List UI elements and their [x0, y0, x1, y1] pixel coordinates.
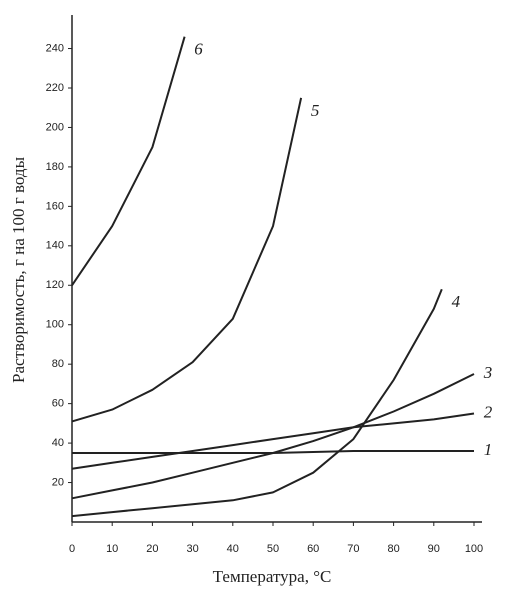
x-tick-label: 30 [186, 543, 198, 555]
x-tick-label: 20 [146, 543, 158, 555]
y-tick-label: 20 [52, 476, 64, 488]
x-axis-title: Температура, °С [213, 567, 332, 586]
x-tick-label: 0 [69, 543, 75, 555]
x-tick-label: 10 [106, 543, 118, 555]
x-tick-label: 100 [465, 543, 483, 555]
y-tick-label: 220 [46, 82, 64, 94]
y-tick-label: 120 [46, 279, 64, 291]
x-tick-label: 40 [227, 543, 239, 555]
y-tick-label: 60 [52, 398, 64, 410]
series-line [71, 288, 443, 518]
series-label: 5 [311, 101, 320, 120]
x-tick-label: 70 [347, 543, 359, 555]
series-label: 3 [483, 363, 493, 382]
y-tick-label: 180 [46, 161, 64, 173]
y-tick-label: 80 [52, 358, 64, 370]
series-line [71, 36, 186, 286]
series-label: 2 [484, 402, 493, 421]
series-label: 6 [194, 40, 203, 59]
y-tick-label: 160 [46, 200, 64, 212]
series-line [71, 373, 475, 500]
x-tick-label: 90 [428, 543, 440, 555]
y-tick-label: 100 [46, 319, 64, 331]
y-tick-label: 200 [46, 121, 64, 133]
y-tick-label: 140 [46, 240, 64, 252]
x-tick-label: 80 [387, 543, 399, 555]
series-line [71, 97, 303, 423]
x-tick-label: 60 [307, 543, 319, 555]
series-label: 4 [452, 292, 461, 311]
y-axis-title: Растворимость, г на 100 г воды [9, 156, 28, 383]
x-tick-label: 50 [267, 543, 279, 555]
y-tick-label: 240 [46, 42, 64, 54]
series-line [71, 412, 475, 470]
y-tick-label: 40 [52, 437, 64, 449]
series-label: 1 [484, 440, 493, 459]
